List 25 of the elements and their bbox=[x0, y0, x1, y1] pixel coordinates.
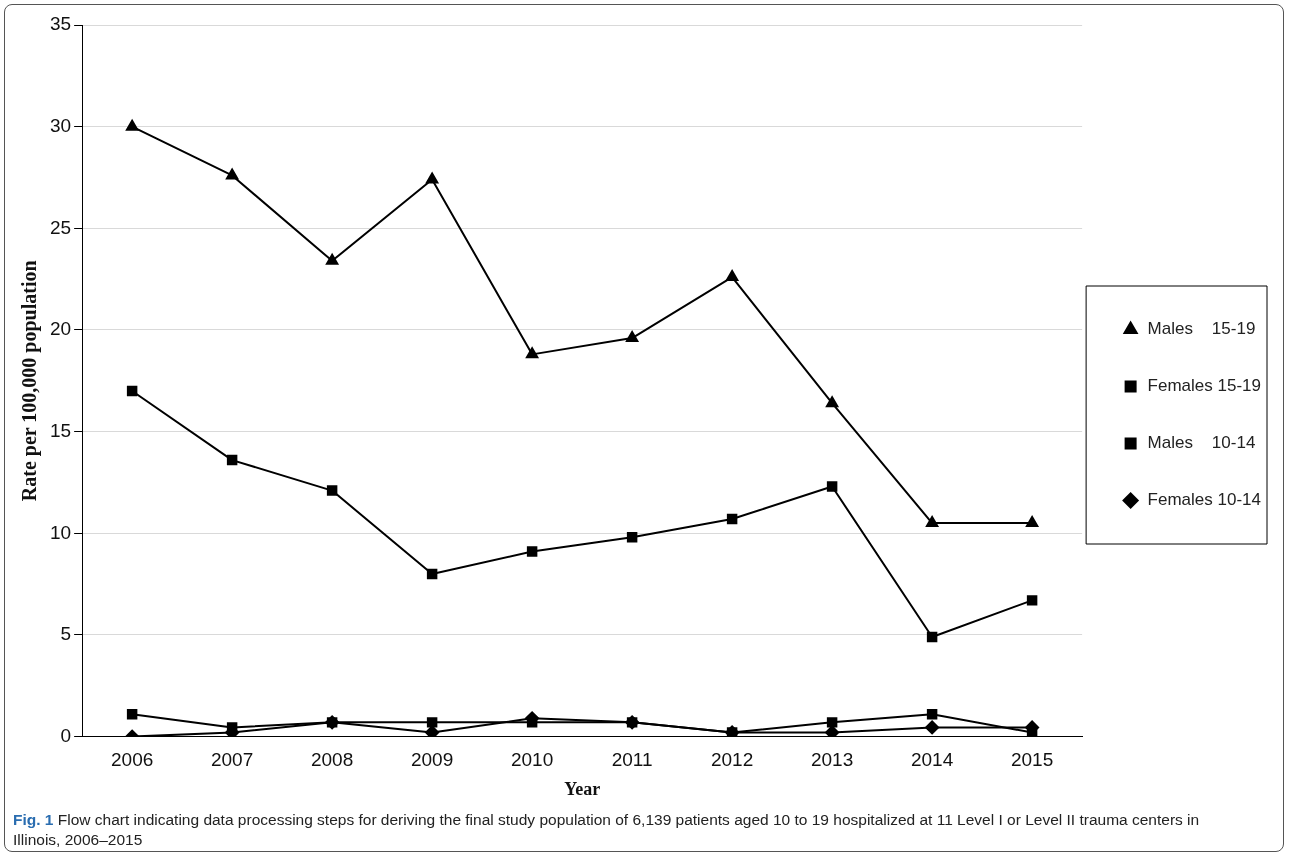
y-tick-label: 35 bbox=[49, 13, 72, 35]
legend-label: Females 10-14 bbox=[1147, 490, 1261, 510]
legend-label: Males 15-19 bbox=[1147, 319, 1256, 339]
x-axis-title: Year bbox=[564, 778, 601, 799]
y-axis-title: Rate per 100,000 population bbox=[18, 260, 42, 502]
x-tick-label: 2014 bbox=[910, 749, 954, 771]
x-tick-label: 2009 bbox=[410, 749, 454, 771]
x-tick-label: 2010 bbox=[510, 749, 554, 771]
y-tick-label: 0 bbox=[60, 724, 72, 746]
x-tick-label: 2006 bbox=[110, 749, 154, 771]
y-tick-label: 15 bbox=[49, 419, 72, 441]
y-tick-label: 5 bbox=[60, 623, 72, 645]
legend-label: Females 15-19 bbox=[1147, 376, 1261, 396]
y-tick-label: 25 bbox=[49, 216, 72, 238]
y-tick-label: 20 bbox=[49, 318, 72, 340]
y-tick-label: 30 bbox=[49, 114, 72, 136]
x-tick-label: 2007 bbox=[210, 749, 254, 771]
x-tick-label: 2012 bbox=[710, 749, 754, 771]
legend-label: Males 10-14 bbox=[1147, 433, 1256, 453]
x-tick-label: 2011 bbox=[611, 749, 653, 771]
x-tick-label: 2013 bbox=[810, 749, 854, 771]
y-tick-label: 10 bbox=[49, 521, 72, 543]
x-tick-label: 2015 bbox=[1010, 749, 1054, 771]
x-tick-label: 2008 bbox=[310, 749, 354, 771]
caption: Fig. 1 Flow chart indicating data processing steps for deriving the final study population of 6,139 patients aged 10 to 19 hospitalized at 11 Level I or Level II trauma centers in Illinois, 2006–2015 bbox=[13, 810, 1201, 850]
